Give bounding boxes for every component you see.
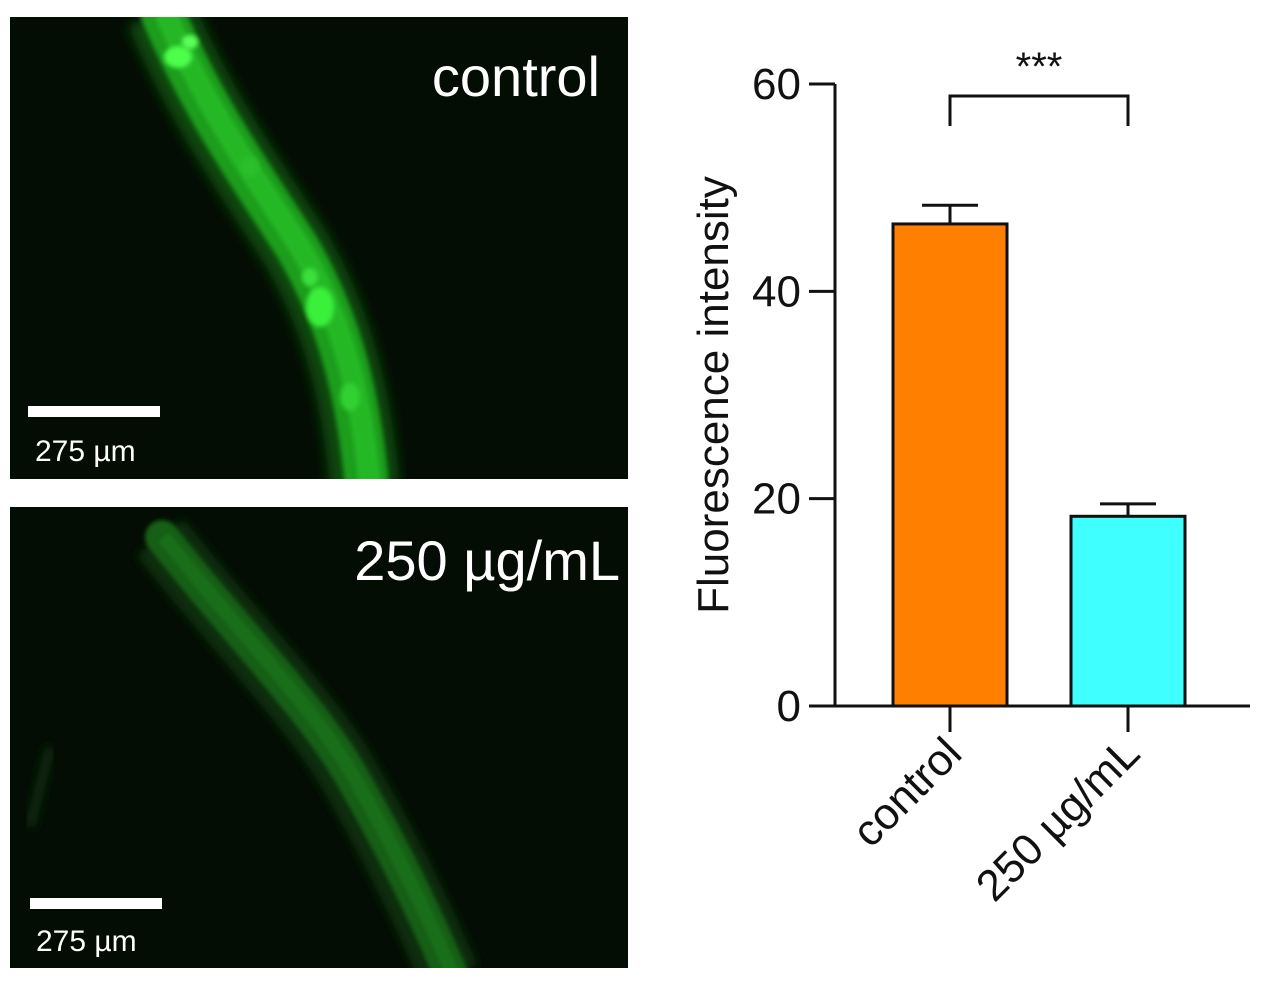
significance-bracket: [948, 94, 1130, 126]
scale-bar-label: 275 µm: [36, 925, 137, 958]
scale-bar: [28, 406, 160, 417]
x-tick-label: 250 µg/mL: [967, 728, 1149, 910]
scale-bar-label: 275 µm: [35, 435, 136, 468]
bar: [1069, 514, 1187, 708]
significance-label: ***: [1016, 45, 1063, 89]
panel-label-control: control: [431, 45, 600, 108]
x-tick-label: control: [843, 728, 971, 856]
panel-label-treated: 250 µg/mL: [354, 529, 620, 592]
micrograph-treated: 250 µg/mL 275 µm: [10, 507, 628, 968]
bar: [891, 222, 1009, 708]
y-tick-label: 40: [752, 267, 801, 316]
y-axis-label: Fluorescence intensity: [689, 176, 738, 614]
scale-bar: [30, 898, 162, 909]
worm-control-image: [127, 17, 400, 479]
y-tick-label: 0: [777, 682, 801, 731]
micrograph-control: control 275 µm: [10, 17, 628, 479]
worm-treated-image: [25, 518, 478, 968]
y-tick-label: 60: [752, 60, 801, 109]
y-tick-label: 20: [752, 475, 801, 524]
